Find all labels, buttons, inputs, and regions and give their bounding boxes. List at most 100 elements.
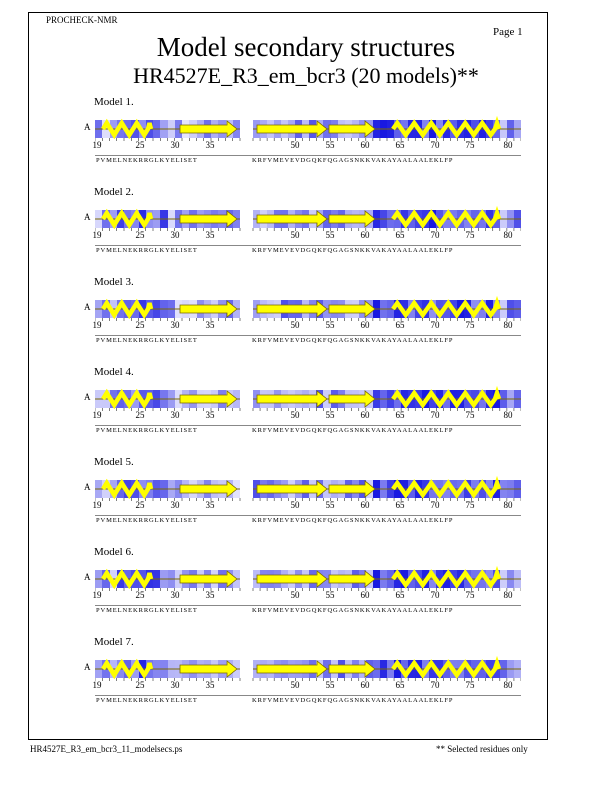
residue-number: 30 [170, 500, 180, 510]
residue-number: 19 [92, 680, 102, 690]
residue-number: 55 [325, 320, 335, 330]
sequence-part-2: KRFVMEVEVDGQKFQGAGSNKKVAKAYAALAALEKLFP [252, 517, 454, 524]
strand-2 [256, 570, 328, 588]
residue-ticks [95, 588, 521, 591]
secondary-structure-track [95, 655, 521, 680]
sequence-part-2: KRFVMEVEVDGQKFQGAGSNKKVAKAYAALAALEKLFP [252, 157, 454, 164]
residue-number: 75 [465, 410, 475, 420]
residue-number: 25 [135, 680, 145, 690]
sequence-part-2: KRFVMEVEVDGQKFQGAGSNKKVAKAYAALAALEKLFP [252, 427, 454, 434]
structure-overlay [95, 565, 521, 590]
strand-1 [179, 120, 238, 138]
residue-number: 80 [503, 230, 513, 240]
residue-number: 50 [290, 590, 300, 600]
residue-ticks [95, 678, 521, 681]
sequence-underline [95, 155, 521, 156]
residue-number: 75 [465, 500, 475, 510]
helix-1 [101, 298, 154, 320]
strand-3 [328, 480, 376, 498]
residue-ticks [95, 318, 521, 321]
residue-number: 70 [430, 410, 440, 420]
residue-number: 30 [170, 320, 180, 330]
residue-number: 19 [92, 140, 102, 150]
residue-number: 30 [170, 410, 180, 420]
residue-number: 50 [290, 680, 300, 690]
helix-1 [101, 388, 154, 410]
residue-number: 60 [360, 230, 370, 240]
strand-2 [256, 120, 328, 138]
helix-2 [391, 385, 502, 409]
chain-id-label: A [84, 662, 91, 672]
structure-overlay [95, 115, 521, 140]
strand-3 [328, 660, 376, 678]
residue-number: 55 [325, 500, 335, 510]
residue-number: 19 [92, 410, 102, 420]
residue-number: 70 [430, 140, 440, 150]
residue-number: 65 [395, 140, 405, 150]
residue-number: 35 [205, 230, 215, 240]
sequence-part-1: PVMELNEKRRGLKYELISET [96, 427, 198, 434]
sequence-part-2: KRFVMEVEVDGQKFQGAGSNKKVAKAYAALAALEKLFP [252, 607, 454, 614]
chain-id-label: A [84, 122, 91, 132]
residue-ticks [95, 408, 521, 411]
residue-number: 65 [395, 590, 405, 600]
residue-number: 65 [395, 410, 405, 420]
sequence-underline [95, 245, 521, 246]
chain-id-label: A [84, 302, 91, 312]
residue-number: 25 [135, 230, 145, 240]
helix-2 [391, 475, 502, 499]
residue-ticks [95, 228, 521, 231]
strand-3 [328, 570, 376, 588]
strand-2 [256, 480, 328, 498]
helix-1 [101, 568, 154, 590]
helix-2 [391, 565, 502, 589]
sequence-underline [95, 335, 521, 336]
residue-number: 70 [430, 590, 440, 600]
residue-number: 70 [430, 230, 440, 240]
sequence-underline [95, 515, 521, 516]
residue-number: 50 [290, 320, 300, 330]
sequence-underline [95, 425, 521, 426]
secondary-structure-track [95, 115, 521, 140]
sequence-part-1: PVMELNEKRRGLKYELISET [96, 517, 198, 524]
residue-number: 65 [395, 680, 405, 690]
residue-number: 65 [395, 500, 405, 510]
residue-number: 60 [360, 320, 370, 330]
structure-overlay [95, 475, 521, 500]
residue-number: 65 [395, 320, 405, 330]
residue-number: 75 [465, 140, 475, 150]
residue-number: 30 [170, 230, 180, 240]
helix-1 [101, 208, 154, 230]
residue-number: 50 [290, 230, 300, 240]
residue-number: 19 [92, 500, 102, 510]
residue-number: 25 [135, 500, 145, 510]
model-label: Model 5. [94, 456, 134, 468]
structure-overlay [95, 385, 521, 410]
chain-id-label: A [84, 212, 91, 222]
helix-2 [391, 655, 502, 679]
residue-number: 60 [360, 140, 370, 150]
residue-number: 19 [92, 590, 102, 600]
residue-number: 55 [325, 140, 335, 150]
residue-number: 35 [205, 410, 215, 420]
residue-number: 35 [205, 680, 215, 690]
strand-1 [179, 660, 238, 678]
strand-3 [328, 210, 376, 228]
strand-2 [256, 390, 328, 408]
residue-number: 80 [503, 590, 513, 600]
structure-overlay [95, 205, 521, 230]
residue-number: 35 [205, 500, 215, 510]
secondary-structure-track [95, 295, 521, 320]
model-label: Model 1. [94, 96, 134, 108]
residue-number: 75 [465, 590, 475, 600]
footer-filename: HR4527E_R3_em_bcr3_11_modelsecs.ps [30, 744, 183, 754]
secondary-structure-track [95, 565, 521, 590]
residue-number: 60 [360, 680, 370, 690]
residue-number: 60 [360, 590, 370, 600]
program-name: PROCHECK-NMR [46, 15, 118, 25]
residue-ticks [95, 498, 521, 501]
residue-number: 30 [170, 590, 180, 600]
residue-number: 55 [325, 590, 335, 600]
strand-1 [179, 570, 238, 588]
residue-number: 65 [395, 230, 405, 240]
